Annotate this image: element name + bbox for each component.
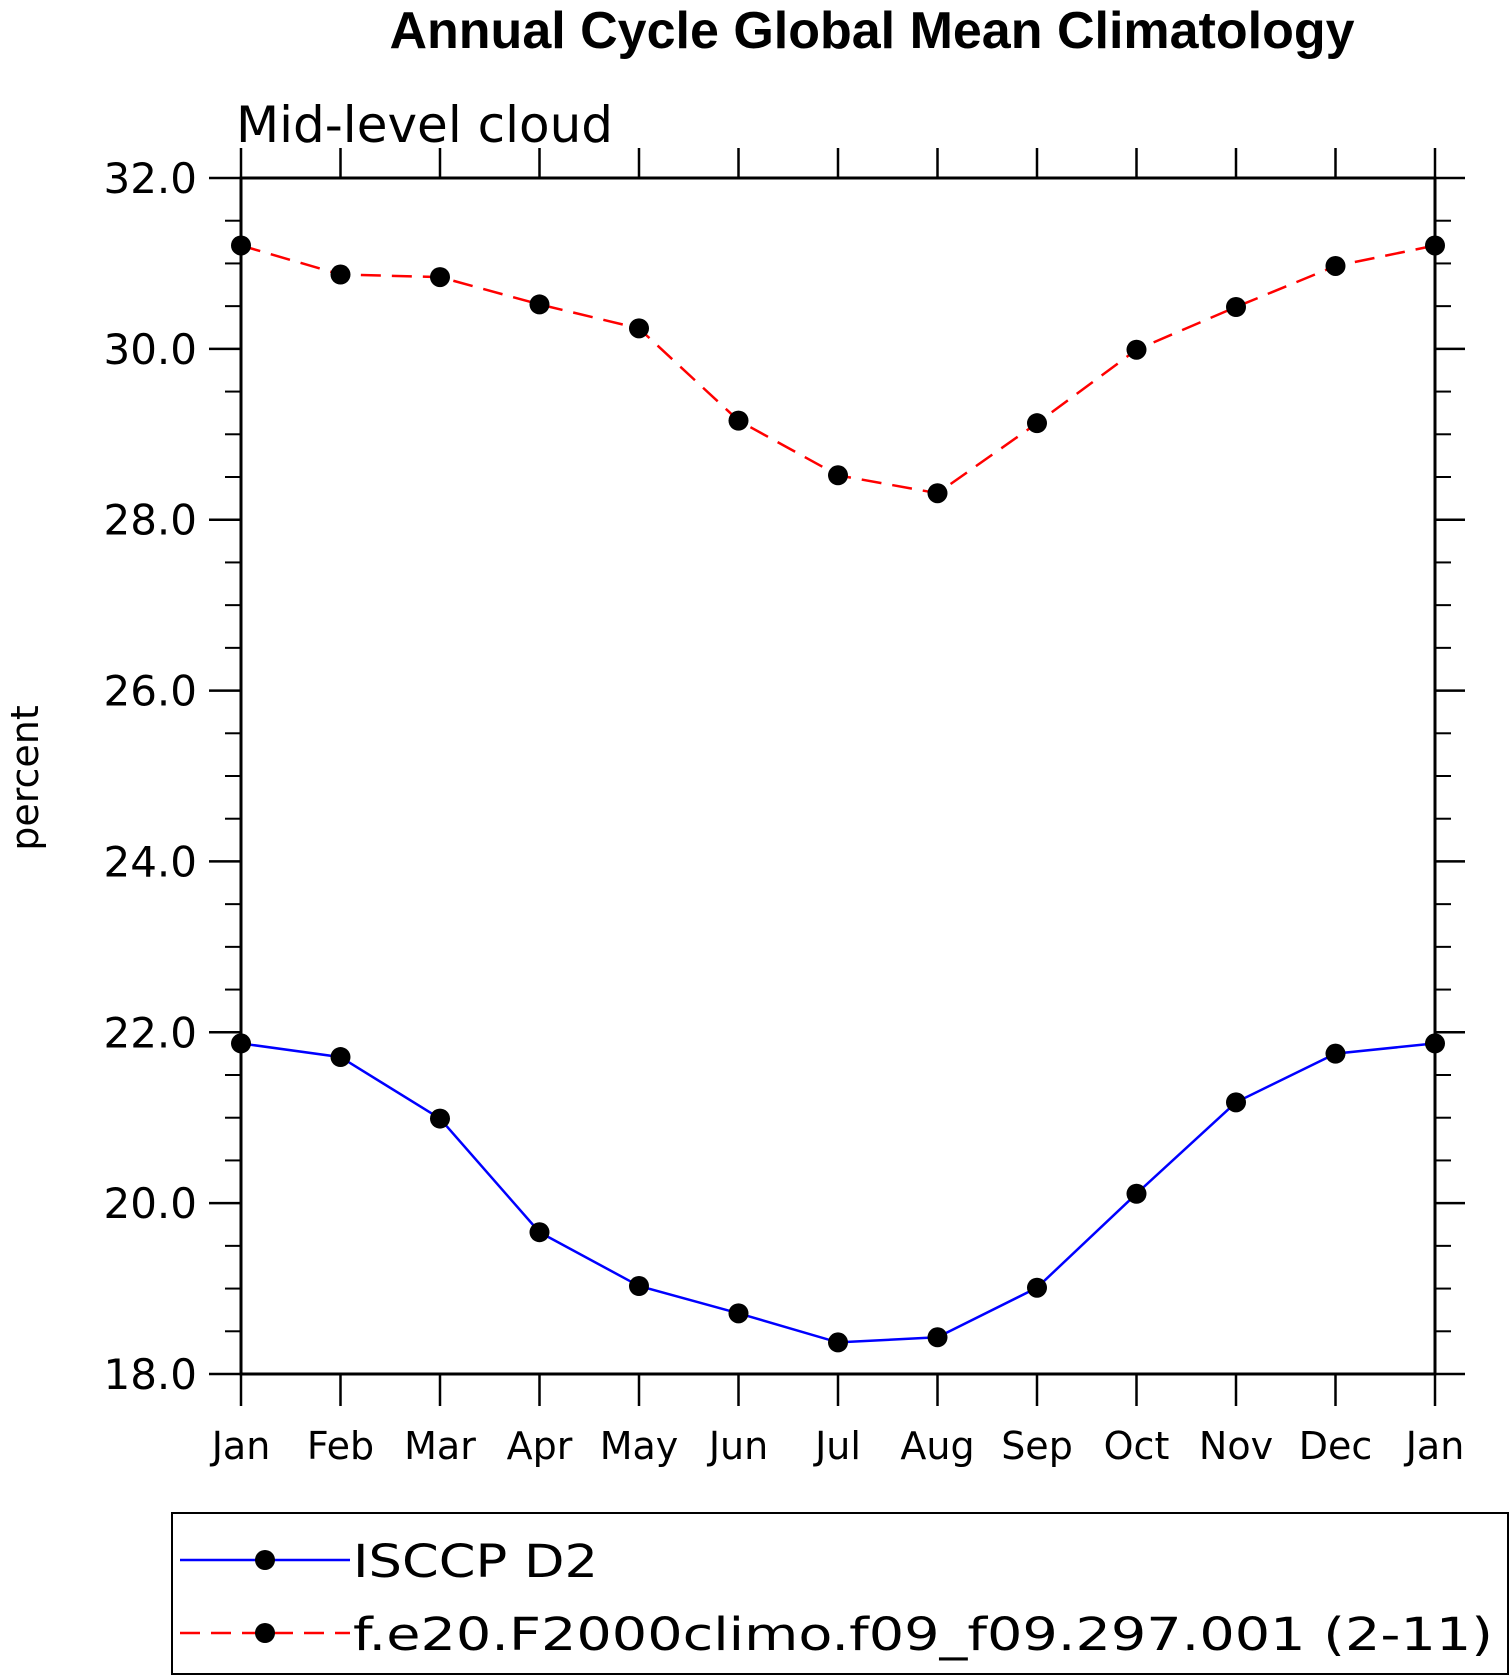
y-tick-label: 26.0 (103, 667, 197, 716)
data-point (927, 483, 948, 504)
data-point (430, 1108, 450, 1129)
x-tick-label: Jun (707, 1424, 768, 1468)
x-tick-label: Dec (1299, 1424, 1373, 1468)
legend-marker (255, 1550, 275, 1570)
y-tick-label: 24.0 (103, 837, 197, 886)
data-point (1325, 255, 1346, 276)
y-tick-label: 18.0 (103, 1350, 197, 1399)
x-tick-label: Feb (307, 1424, 374, 1468)
data-point (330, 1047, 351, 1068)
x-tick-label: Sep (1001, 1424, 1073, 1468)
data-point (1226, 1092, 1246, 1113)
data-point (430, 267, 450, 288)
y-tick-label: 30.0 (103, 325, 197, 374)
data-point (629, 1276, 649, 1297)
y-tick-label: 32.0 (103, 154, 197, 203)
data-point (1126, 1183, 1147, 1204)
x-tick-label: Jan (1404, 1424, 1465, 1468)
x-tick-label: Jul (813, 1424, 861, 1468)
tick-labels: Jan Feb Mar Apr May Jun Jul Aug Sep Oct Nov Dec Jan 1… (103, 154, 1464, 1468)
y-tick-label: 28.0 (103, 496, 197, 545)
series-line-1 (240, 244, 1436, 495)
x-tick-label: Oct (1104, 1424, 1170, 1468)
series-line-0 (240, 1042, 1436, 1344)
data-point (1126, 339, 1147, 360)
data-point (1027, 1277, 1047, 1298)
data-point (529, 1222, 550, 1243)
x-tick-label: May (600, 1424, 679, 1468)
legend-marker (255, 1623, 275, 1643)
chart-subtitle: Mid-level cloud (236, 96, 613, 154)
y-tick-label: 20.0 (103, 1179, 197, 1228)
data-point (1226, 296, 1246, 317)
data-point (1325, 1043, 1346, 1064)
legend-label: ISCCP D2 (353, 1535, 598, 1588)
y-axis-label: percent (3, 705, 47, 851)
data-point (828, 1332, 848, 1353)
x-tick-label: Jan (210, 1424, 271, 1468)
axis-ticks (209, 148, 1465, 1406)
series-layer (231, 235, 1445, 1353)
x-tick-label: Nov (1199, 1424, 1273, 1468)
y-tick-label: 22.0 (103, 1008, 197, 1057)
data-point (1027, 413, 1047, 434)
legend-box (171, 1512, 1509, 1675)
data-point (927, 1327, 948, 1348)
data-point (529, 294, 550, 315)
x-tick-label: Apr (507, 1424, 573, 1468)
plot-frame (239, 176, 1437, 1376)
chart-title: Annual Cycle Global Mean Climatology (389, 2, 1354, 60)
data-point (629, 318, 649, 339)
data-point (330, 264, 351, 285)
x-tick-label: Aug (900, 1424, 974, 1468)
data-point (728, 1303, 749, 1324)
legend-label: f.e20.F2000climo.f09_f09.297.001 (2-11) (353, 1608, 1493, 1661)
x-tick-label: Mar (404, 1424, 476, 1468)
legend: ISCCP D2 f.e20.F2000climo.f09_f09.297.001… (180, 1535, 1493, 1661)
data-point (828, 465, 848, 486)
data-point (728, 410, 749, 431)
